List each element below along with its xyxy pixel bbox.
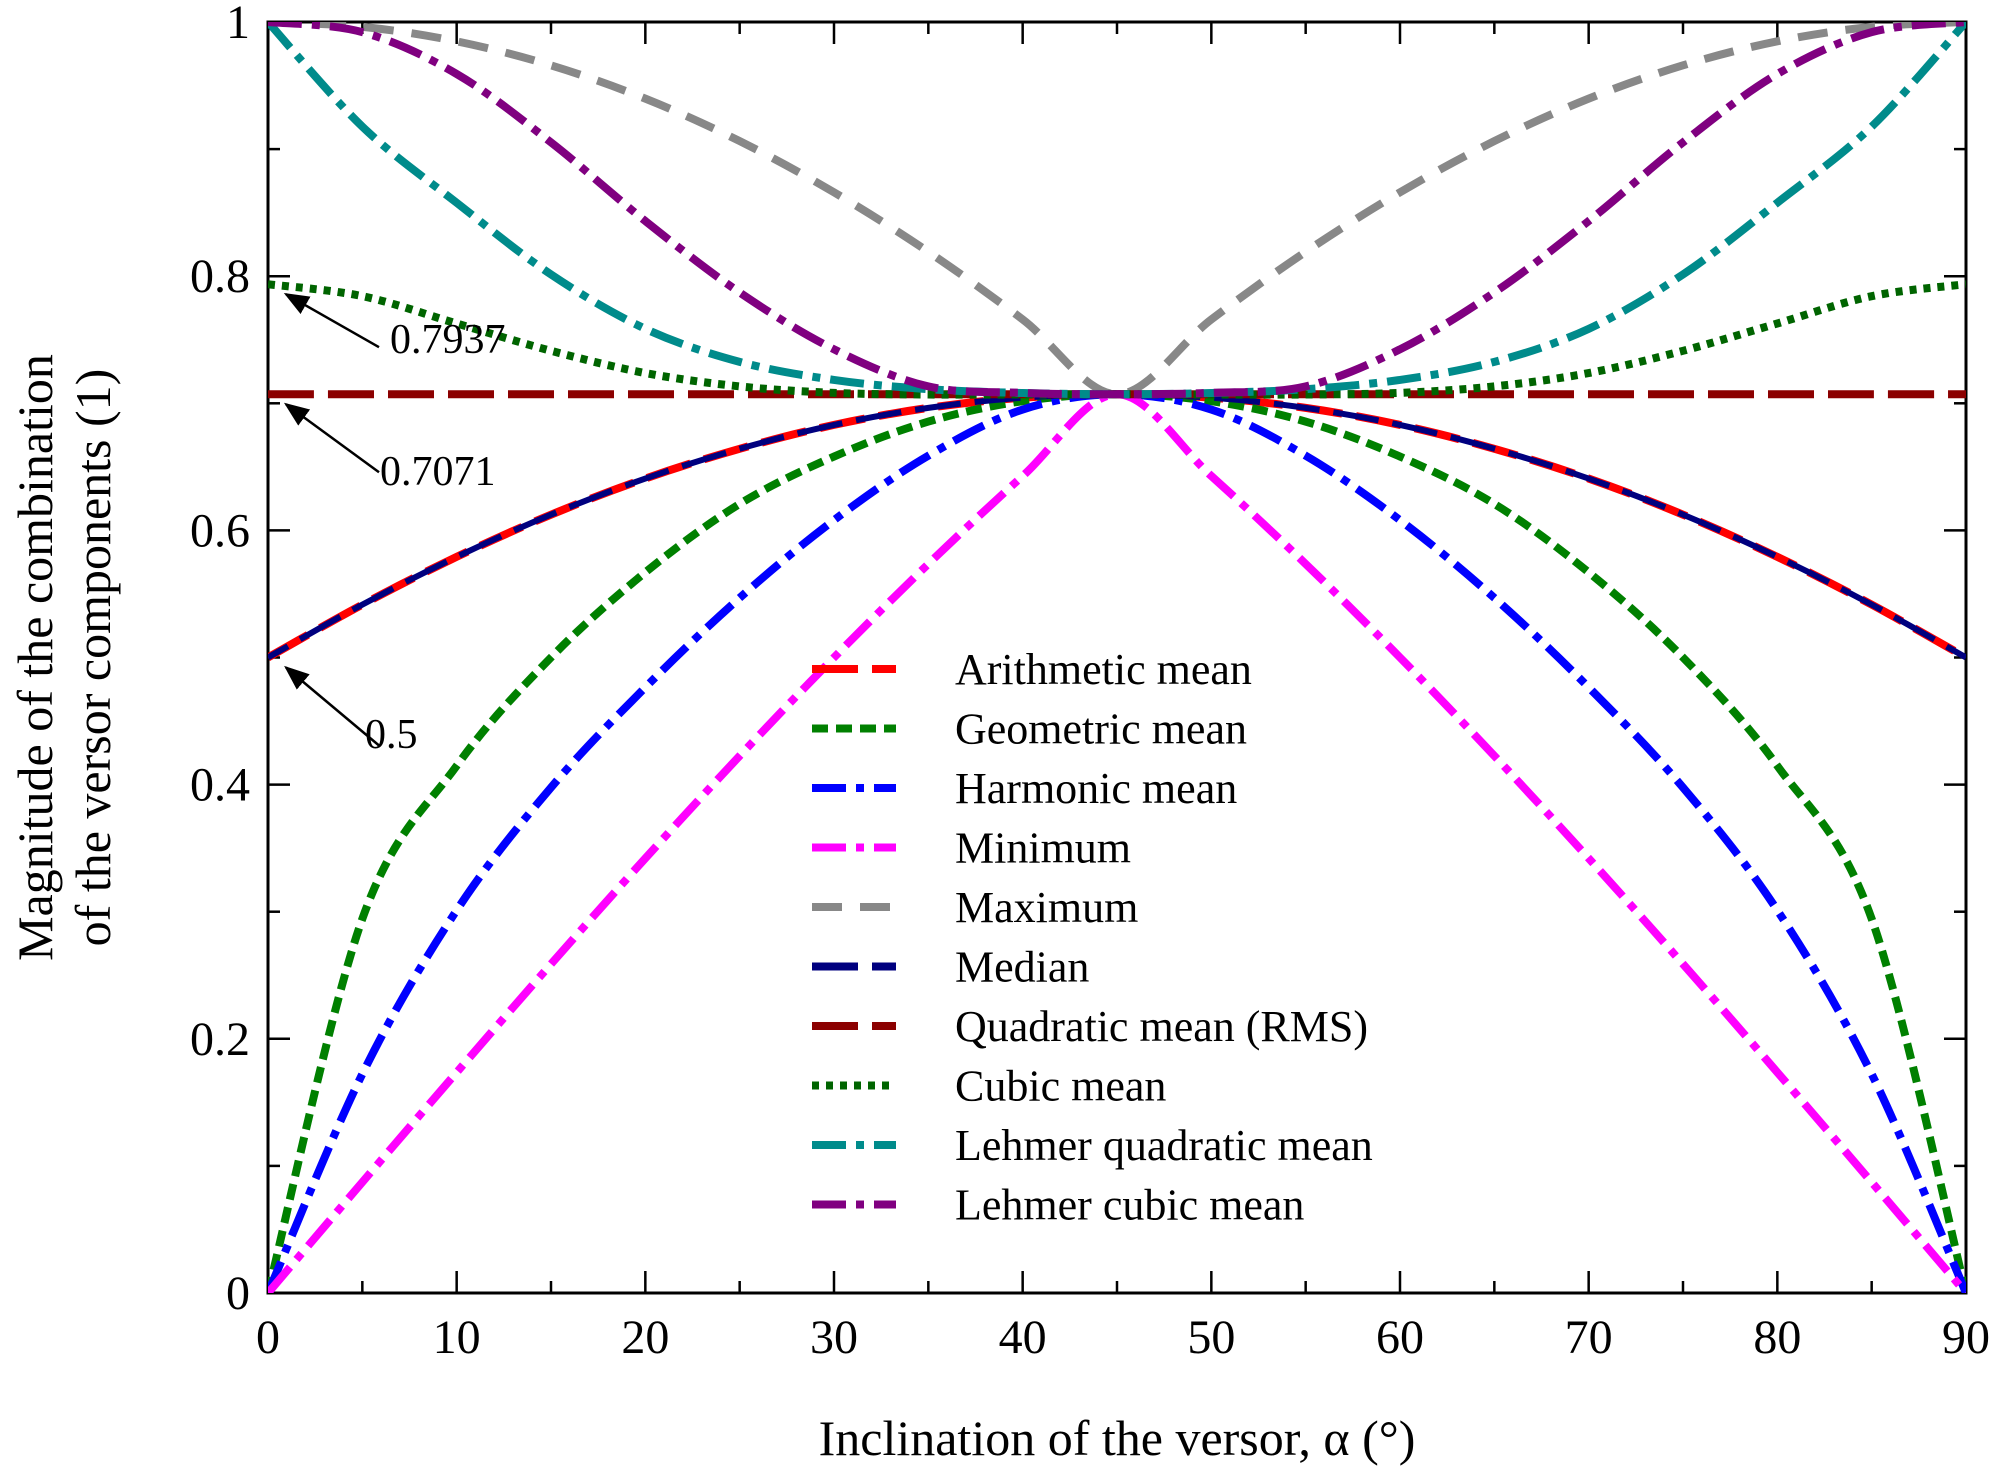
legend-label-minimum: Minimum xyxy=(955,824,1131,873)
x-tick-label: 20 xyxy=(621,1311,669,1364)
x-tick-label: 40 xyxy=(999,1311,1047,1364)
annotation-arrow xyxy=(283,402,380,474)
legend-label-lehmer-cubic-mean: Lehmer cubic mean xyxy=(955,1181,1304,1230)
x-tick-label: 60 xyxy=(1376,1311,1424,1364)
legend-label-lehmer-quadratic-mean: Lehmer quadratic mean xyxy=(955,1121,1373,1170)
y-tick-label: 0 xyxy=(226,1267,250,1320)
y-tick-label: 1 xyxy=(226,0,250,49)
legend-label-harmonic-mean: Harmonic mean xyxy=(955,764,1237,813)
series-line-maximum xyxy=(268,22,1966,399)
y-tick-label: 0.8 xyxy=(190,250,250,303)
y-tick-label: 0.4 xyxy=(190,759,250,812)
x-tick-label: 80 xyxy=(1753,1311,1801,1364)
annotation-arrow xyxy=(284,665,380,747)
series-line-cubic-mean xyxy=(268,280,1966,399)
annotation-label: 0.7937 xyxy=(390,317,506,363)
series-line-lehmer-quadratic-mean xyxy=(268,22,1966,399)
annotation-label: 0.7071 xyxy=(380,449,496,495)
legend-label-maximum: Maximum xyxy=(955,883,1138,932)
annotation-arrow xyxy=(283,292,380,349)
legend-label-geometric-mean: Geometric mean xyxy=(955,705,1247,754)
x-axis-title: Inclination of the versor, α (°) xyxy=(819,1410,1416,1466)
x-tick-label: 30 xyxy=(810,1311,858,1364)
series-line-lehmer-cubic-mean xyxy=(268,22,1966,399)
x-tick-label: 10 xyxy=(433,1311,481,1364)
y-tick-label: 0.2 xyxy=(190,1013,250,1066)
annotation-label: 0.5 xyxy=(365,712,418,758)
legend-label-median: Median xyxy=(955,943,1089,992)
x-tick-label: 0 xyxy=(256,1311,280,1364)
x-tick-label: 50 xyxy=(1187,1311,1235,1364)
x-tick-label: 90 xyxy=(1942,1311,1990,1364)
y-axis-title-line-1: Magnitude of the combination xyxy=(7,354,63,961)
legend-label-quadratic-mean-rms: Quadratic mean (RMS) xyxy=(955,1002,1368,1051)
legend-label-arithmetic-mean: Arithmetic mean xyxy=(955,645,1252,694)
y-axis-title-line-2: of the versor components (1) xyxy=(65,369,121,947)
legend-label-cubic-mean: Cubic mean xyxy=(955,1062,1166,1111)
y-tick-label: 0.6 xyxy=(190,504,250,557)
series-line-median xyxy=(268,391,1966,661)
x-tick-label: 70 xyxy=(1565,1311,1613,1364)
